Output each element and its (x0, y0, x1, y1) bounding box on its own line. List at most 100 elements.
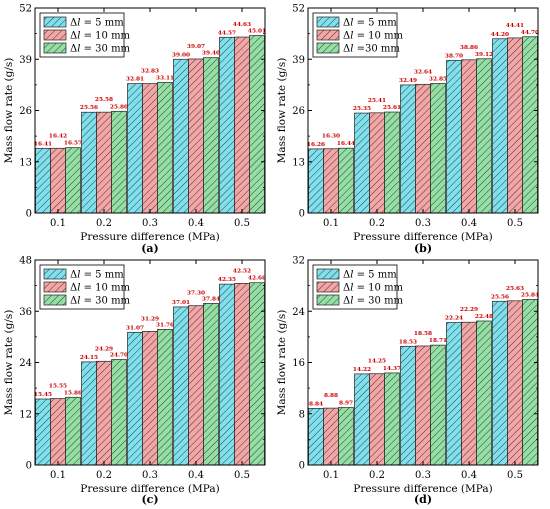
y-tick-label: 39 (19, 55, 32, 66)
bar-0.3-s2 (415, 83, 431, 214)
x-tick-label: 0.2 (369, 470, 385, 481)
value-label: 25.56 (491, 294, 509, 300)
bar-0.5-s2 (507, 300, 523, 466)
value-label: 25.35 (353, 106, 371, 112)
value-label: 32.83 (141, 69, 159, 75)
value-label: 39.07 (187, 44, 205, 50)
x-tick-label: 0.5 (234, 470, 250, 481)
bar-0.4-s1 (173, 58, 189, 214)
y-tick-label: 13 (292, 157, 305, 168)
value-label: 44.57 (218, 30, 236, 36)
x-axis-title: Pressure difference (MPa) (353, 231, 492, 243)
value-label: 25.80 (110, 104, 128, 110)
value-label: 39.12 (475, 52, 493, 58)
bar-0.2-s3 (111, 110, 127, 214)
value-label: 18.71 (429, 338, 447, 344)
x-axis-title: Pressure difference (MPa) (353, 483, 492, 495)
x-tick-label: 0.4 (188, 218, 204, 229)
x-tick-label: 0.3 (142, 218, 158, 229)
bar-0.1-s2 (50, 147, 66, 214)
value-label: 31.76 (156, 322, 174, 328)
bar-0.5-s3 (522, 36, 538, 214)
y-tick-label: 24 (19, 358, 32, 369)
bar-0.2-s1 (354, 112, 370, 214)
legend-label: Δl = 10 mm (343, 283, 404, 294)
y-tick-label: 16 (292, 358, 305, 369)
legend-swatch (43, 294, 67, 306)
bar-0.2-s2 (369, 373, 385, 466)
x-tick-label: 0.3 (415, 470, 431, 481)
bar-0.5-s3 (249, 282, 265, 466)
value-label: 45.01 (248, 29, 266, 35)
x-tick-label: 0.4 (188, 470, 204, 481)
y-tick-label: 48 (19, 256, 32, 267)
bar-0.2-s3 (111, 359, 127, 466)
bar-0.3-s1 (400, 345, 416, 466)
y-tick-label: 39 (292, 55, 305, 66)
bar-0.3-s1 (400, 84, 416, 214)
value-label: 25.58 (95, 97, 113, 103)
bar-0.5-s2 (507, 37, 523, 214)
bar-0.3-s2 (142, 331, 158, 466)
x-tick-label: 0.2 (369, 218, 385, 229)
bar-0.1-s3 (65, 147, 81, 214)
y-axis-title: Mass flow rate (g/s) (276, 310, 288, 416)
legend-swatch (316, 268, 340, 280)
panel-label: (a) (141, 242, 159, 255)
value-label: 38.86 (460, 45, 478, 51)
value-label: 22.24 (445, 316, 463, 322)
panel-label: (d) (414, 493, 432, 506)
x-axis-title: Pressure difference (MPa) (80, 483, 219, 495)
bar-0.1-s2 (323, 148, 339, 214)
x-tick-label: 0.1 (50, 218, 66, 229)
legend-swatch (316, 29, 340, 41)
legend-label: Δl = 30 mm (343, 296, 404, 307)
value-label: 39.00 (172, 52, 190, 58)
bar-0.4-s3 (476, 58, 492, 214)
bar-0.1-s1 (35, 147, 51, 214)
bar-0.2-s1 (81, 361, 97, 466)
legend-swatch (43, 281, 67, 293)
value-label: 25.61 (383, 105, 401, 111)
legend-label: Δl = 10 mm (343, 31, 404, 42)
y-tick-label: 26 (19, 106, 32, 117)
value-label: 24.29 (95, 346, 113, 352)
value-label: 39.40 (202, 51, 220, 57)
bar-0.3-s3 (430, 83, 446, 214)
legend-label: Δl = 5 mm (343, 270, 397, 281)
x-tick-label: 0.4 (461, 218, 477, 229)
value-label: 37.30 (187, 291, 205, 297)
value-label: 32.49 (399, 78, 417, 84)
value-label: 25.56 (80, 105, 98, 111)
legend: Δl = 5 mm Δl = 10 mm Δl = 30 mm (39, 12, 131, 58)
legend: Δl = 5 mm Δl = 10 mm Δl = 30 mm (312, 264, 404, 310)
bar-0.4-s3 (203, 57, 219, 214)
value-label: 44.41 (506, 23, 524, 29)
y-tick-label: 32 (292, 256, 305, 267)
y-tick-label: 0 (26, 461, 32, 472)
chart-panel-4: 8.84 14.22 18.53 22.24 25.56 8.88 14.25 18.58 22… (276, 256, 539, 507)
chart-panel-1: 16.41 25.56 32.81 39.00 44.57 16.42 25.58 32.83… (3, 4, 266, 256)
y-tick-label: 0 (299, 461, 305, 472)
bar-0.2-s2 (96, 360, 112, 466)
y-tick-label: 13 (19, 157, 32, 168)
legend-swatch (316, 16, 340, 28)
legend-label: Δl = 30 mm (70, 296, 131, 307)
bar-0.4-s2 (461, 59, 477, 214)
value-label: 31.29 (141, 316, 159, 322)
value-label: 32.81 (126, 77, 144, 83)
y-axis-title: Mass flow rate (g/s) (3, 310, 15, 416)
value-label: 15.86 (64, 390, 82, 396)
value-label: 16.57 (64, 141, 82, 147)
bar-0.5-s3 (249, 35, 265, 214)
bar-0.5-s1 (219, 283, 235, 466)
x-tick-label: 0.2 (96, 470, 112, 481)
bar-0.1-s1 (308, 408, 324, 466)
value-label: 44.63 (233, 22, 251, 28)
value-label: 18.53 (399, 339, 417, 345)
value-label: 16.41 (34, 141, 52, 147)
value-label: 32.85 (429, 76, 447, 82)
value-label: 32.64 (414, 69, 432, 75)
bar-0.1-s2 (50, 398, 66, 466)
